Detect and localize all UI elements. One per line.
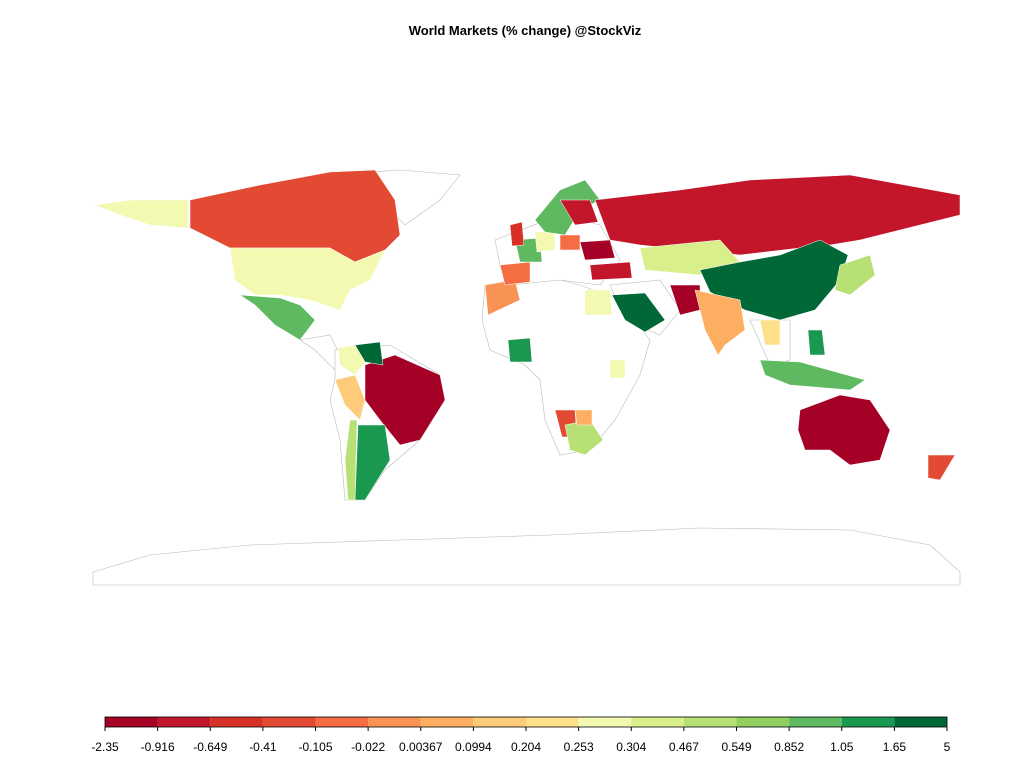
- country: [559, 199, 599, 226]
- legend-label: -2.35: [91, 740, 119, 754]
- legend-label: 0.00367: [399, 740, 443, 754]
- country: [507, 337, 533, 363]
- country: [594, 174, 961, 256]
- country: [584, 289, 613, 316]
- legend-label: -0.916: [141, 740, 175, 754]
- antarctica: [92, 527, 961, 586]
- country: [589, 261, 633, 281]
- country: [344, 419, 358, 501]
- country: [239, 294, 316, 341]
- legend-label: 0.852: [774, 740, 804, 754]
- legend-swatch: [894, 717, 947, 727]
- country: [189, 169, 401, 263]
- country: [579, 239, 616, 261]
- legend-swatch: [683, 717, 737, 727]
- legend-label: -0.022: [351, 740, 385, 754]
- legend-swatch: [420, 717, 474, 727]
- country: [354, 424, 391, 501]
- legend-swatch: [473, 717, 526, 727]
- legend-frame: [104, 716, 948, 728]
- legend: -2.35 -0.916 -0.649 -0.41 -0.105 -0.022 0.0036…: [91, 716, 951, 754]
- legend-swatch: [262, 717, 316, 727]
- country: [834, 254, 876, 296]
- country: [94, 199, 189, 229]
- country: [534, 231, 556, 253]
- legend-label: 0.0994: [455, 740, 492, 754]
- country: [611, 292, 666, 333]
- country: [337, 344, 366, 376]
- legend-label: 0.253: [564, 740, 594, 754]
- legend-label: -0.649: [193, 740, 227, 754]
- legend-swatch: [368, 717, 421, 727]
- legend-swatch: [526, 717, 579, 727]
- country: [574, 409, 593, 426]
- country: [334, 374, 366, 421]
- country: [759, 359, 866, 391]
- legend-swatch: [841, 717, 895, 727]
- countries: [94, 169, 961, 501]
- legend-swatch: [578, 717, 632, 727]
- legend-label: 0.467: [669, 740, 699, 754]
- legend-swatch: [210, 717, 263, 727]
- legend-label: 1.05: [830, 740, 854, 754]
- legend-label: 5: [944, 740, 951, 754]
- legend-label: 0.304: [616, 740, 646, 754]
- country: [807, 329, 826, 356]
- legend-swatch: [315, 717, 369, 727]
- legend-swatch: [789, 717, 842, 727]
- country: [364, 354, 446, 446]
- country: [229, 247, 386, 311]
- legend-swatch: [631, 717, 684, 727]
- legend-swatch: [157, 717, 211, 727]
- legend-label: -0.41: [249, 740, 277, 754]
- country: [499, 261, 531, 286]
- map-title: World Markets (% change) @StockViz: [409, 23, 642, 38]
- country: [797, 394, 891, 466]
- country: [609, 359, 626, 379]
- legend-swatch: [105, 717, 158, 727]
- legend-swatch: [736, 717, 790, 727]
- legend-label: -0.105: [298, 740, 332, 754]
- legend-label: 0.549: [721, 740, 751, 754]
- country: [559, 234, 581, 251]
- legend-label: 1.65: [883, 740, 907, 754]
- country: [694, 289, 746, 356]
- country: [759, 319, 781, 346]
- country: [927, 454, 956, 481]
- legend-label: 0.204: [511, 740, 541, 754]
- country: [509, 221, 525, 247]
